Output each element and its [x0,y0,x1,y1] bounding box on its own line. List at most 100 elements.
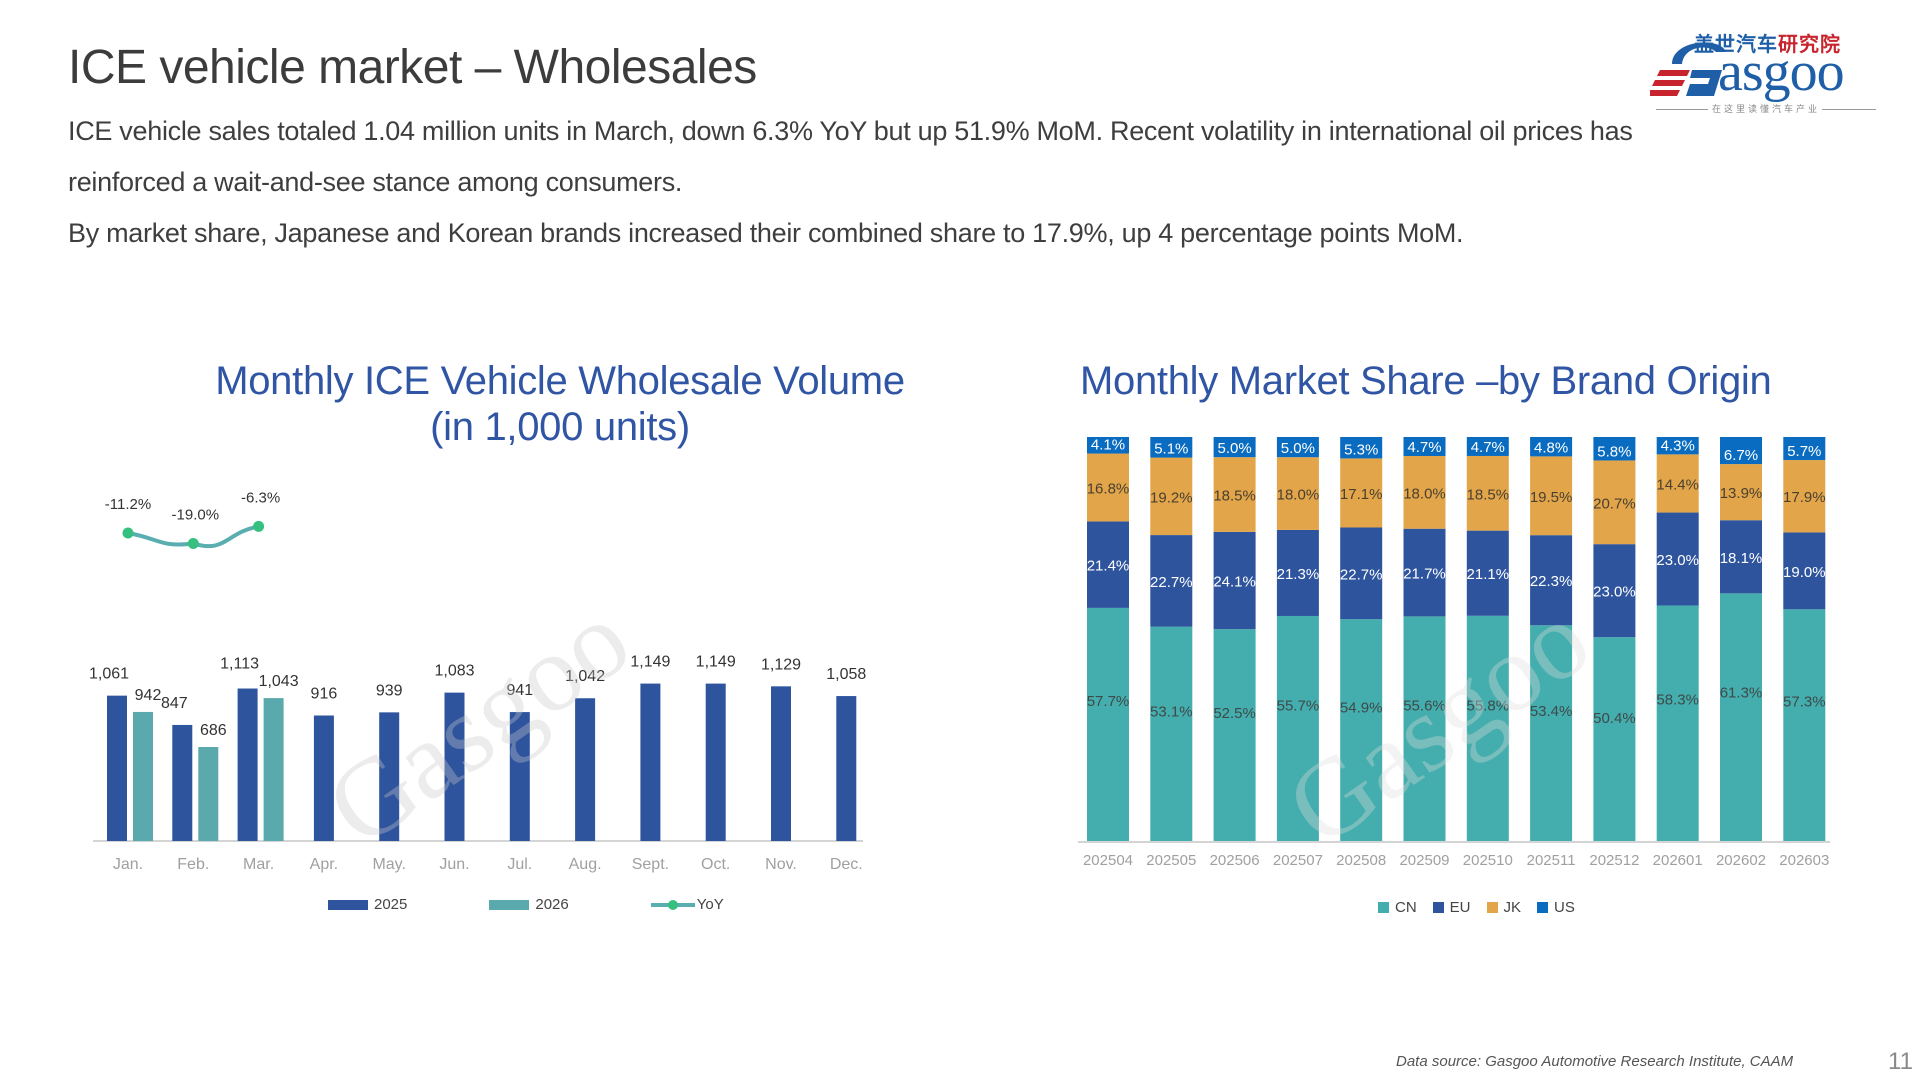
label-jk-202507: 18.0% [1277,487,1320,504]
label-2025-sept: 1,149 [630,654,670,671]
legend-label-2026: 2026 [535,896,569,913]
left-chart-legend: 2025 2026 YoY [328,896,750,913]
legend-item-jk: JK [1486,899,1521,916]
segment-us-202511 [1530,437,1573,457]
label-us-202512: 5.8% [1597,443,1631,460]
legend-label-cn: CN [1395,899,1417,916]
segment-cn-202506 [1213,629,1256,841]
legend-swatch-eu [1432,902,1444,913]
label-cn-202601: 58.3% [1656,691,1699,708]
segment-cn-202601 [1656,605,1699,841]
segment-jk-202601 [1656,454,1699,513]
x-tick-label-aug: Aug. [569,856,602,873]
yoy-point-mar [253,520,265,532]
label-cn-202510: 55.8% [1467,697,1510,714]
label-2025-mar: 1,113 [220,656,259,673]
label-eu-202509: 21.7% [1403,566,1446,583]
label-jk-202602: 13.9% [1720,485,1763,502]
label-jk-202504: 16.8% [1087,481,1130,498]
label-us-202510: 4.7% [1471,439,1505,456]
label-jk-202511: 19.5% [1530,489,1573,506]
label-eu-202510: 21.1% [1467,566,1510,583]
segment-us-202508 [1340,437,1383,459]
x-tick-label-sept: Sept. [632,856,669,873]
label-eu-202511: 22.3% [1530,573,1573,590]
yoy-point-feb [187,538,199,550]
segment-eu-202506 [1213,531,1256,630]
label-us-202509: 4.7% [1407,439,1441,456]
label-us-202603: 5.7% [1787,443,1821,460]
segment-jk-202505 [1150,457,1193,536]
segment-cn-202504 [1087,607,1129,841]
segment-jk-202506 [1213,457,1256,532]
label-us-202602: 6.7% [1724,447,1758,464]
label-eu-202505: 22.7% [1150,574,1193,591]
segment-jk-202603 [1783,460,1826,533]
legend-item-eu: EU [1432,899,1471,916]
bar-2026-mar [263,698,284,841]
label-us-202601: 4.3% [1661,437,1695,454]
label-cn-202512: 50.4% [1593,710,1636,727]
segment-us-202505 [1150,437,1193,458]
bar-2025-jan [107,695,127,841]
x-tick-label-202602: 202602 [1716,852,1766,869]
label-eu-202504: 21.4% [1087,558,1130,575]
right-chart-legend: CN EU JK US [1378,899,1601,916]
label-us-202507: 5.0% [1281,440,1315,457]
legend-label-yoy: YoY [696,896,724,913]
segment-cn-202505 [1150,626,1193,841]
yoy-label-feb: -19.0% [172,507,220,524]
left-chart-title-main: Monthly ICE Vehicle Wholesale Volume [215,359,905,403]
label-jk-202510: 18.5% [1467,486,1510,503]
x-tick-label-202510: 202510 [1463,852,1513,869]
logo-chinese-name: 盖世汽车研究院 [1694,28,1841,57]
segment-us-202512 [1593,437,1636,461]
segment-eu-202511 [1530,535,1573,626]
bar-2025-apr [313,715,334,841]
segment-jk-202511 [1530,456,1573,536]
label-jk-202508: 17.1% [1340,486,1383,503]
segment-jk-202510 [1466,455,1509,531]
label-us-202504: 4.1% [1091,437,1125,454]
logo-divider-left [1656,109,1708,110]
label-us-202505: 5.1% [1154,441,1188,458]
label-jk-202603: 17.9% [1783,489,1826,506]
left-chart-title: Monthly ICE Vehicle Wholesale Volume (in… [180,358,940,450]
x-tick-label-202512: 202512 [1589,852,1639,869]
segment-us-202601 [1656,437,1699,455]
segment-jk-202504 [1087,453,1129,522]
x-tick-label-jun: Jun. [439,856,469,873]
legend-label-2025: 2025 [374,896,408,913]
legend-swatch-jk [1486,902,1498,913]
segment-eu-202602 [1720,520,1762,594]
label-us-202506: 5.0% [1217,440,1251,457]
x-tick-label-202505: 202505 [1146,852,1196,869]
label-cn-202509: 55.6% [1403,698,1446,715]
summary-line-1: ICE vehicle sales totaled 1.04 million u… [68,116,1633,146]
logo-mark-icon [1650,42,1726,96]
segment-cn-202507 [1276,615,1319,841]
x-tick-label-202508: 202508 [1336,852,1386,869]
data-source-note: Data source: Gasgoo Automotive Research … [1396,1053,1794,1070]
segment-eu-202603 [1783,532,1826,610]
segment-us-202509 [1403,437,1446,456]
label-2025-feb: 847 [161,695,188,712]
x-tick-label-nov: Nov. [765,856,797,873]
x-tick-label-oct: Oct. [701,856,730,873]
summary-line-3: By market share, Japanese and Korean bra… [68,218,1464,248]
label-eu-202602: 18.1% [1720,550,1763,567]
x-tick-label-202504: 202504 [1083,852,1133,869]
segment-eu-202601 [1656,512,1699,606]
yoy-label-jan: -11.2% [105,496,151,513]
label-cn-202504: 57.7% [1087,693,1130,710]
logo-cn-blue: 盖世汽车 [1694,34,1778,56]
label-cn-202505: 53.1% [1150,704,1193,721]
segment-eu-202505 [1150,535,1193,627]
legend-item-2025: 2025 [328,896,407,913]
label-jk-202509: 18.0% [1403,485,1446,502]
label-jk-202506: 18.5% [1213,488,1256,505]
page-number: 11 [1888,1048,1913,1075]
x-tick-label-202601: 202601 [1653,852,1703,869]
x-tick-label-202511: 202511 [1527,852,1576,869]
